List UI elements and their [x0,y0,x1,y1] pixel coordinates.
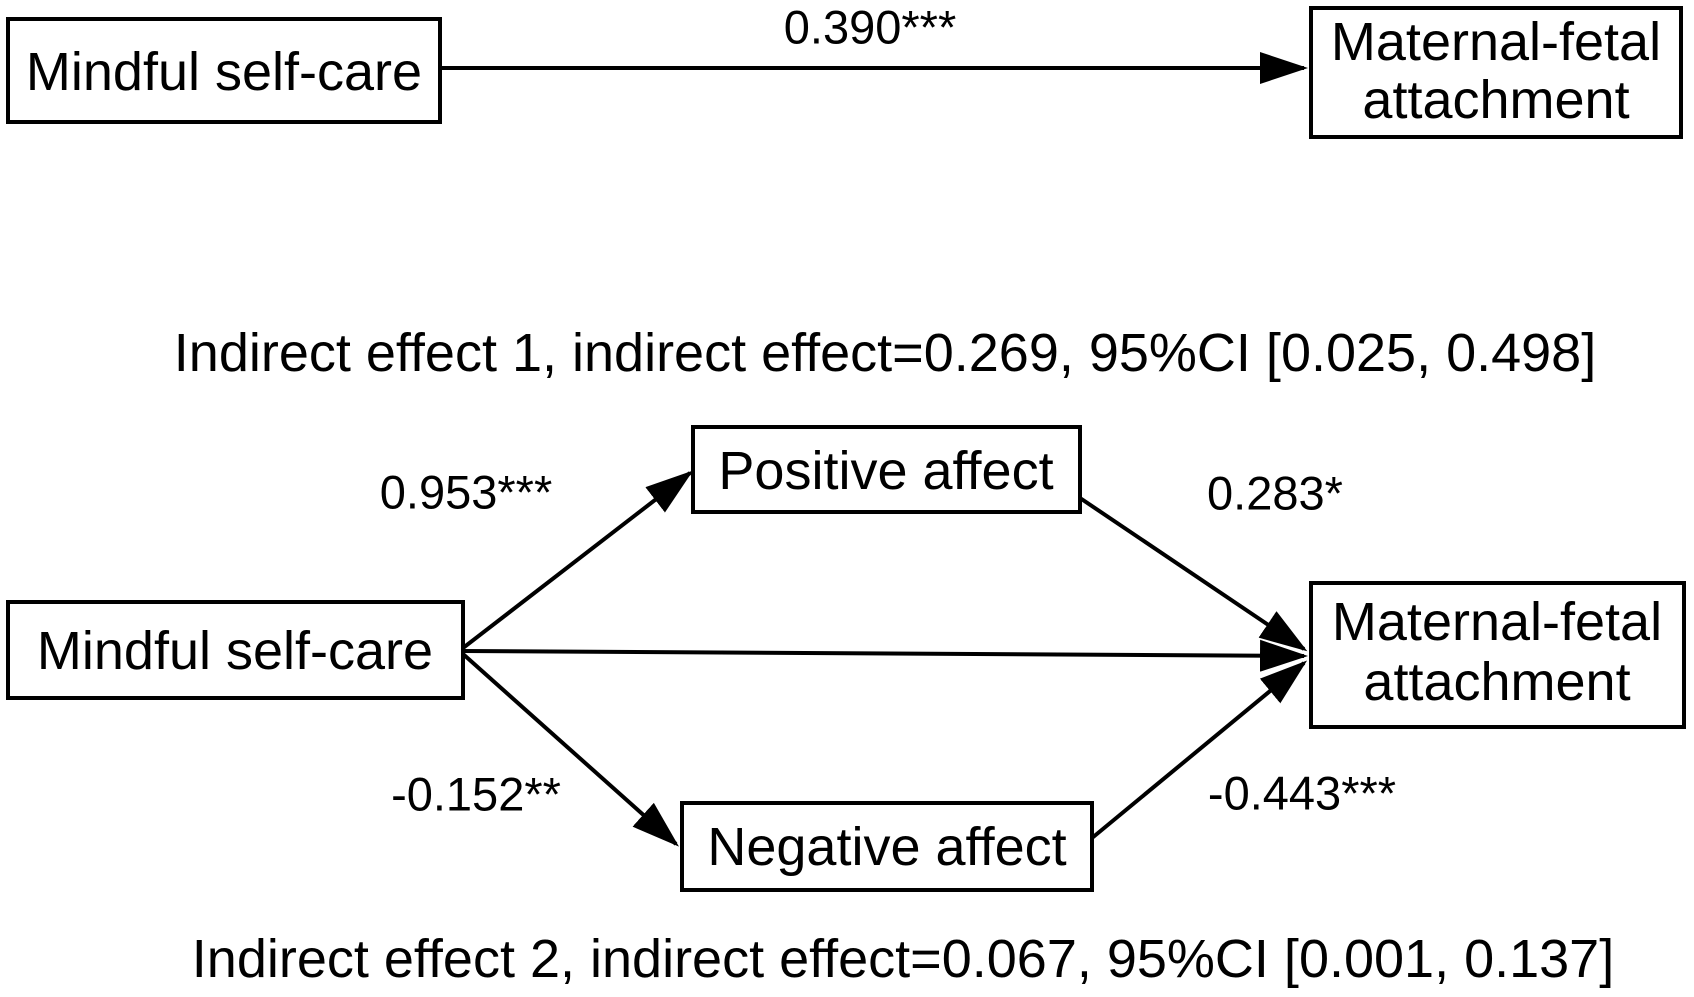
coefficient-positive-to-outcome: 0.283* [1207,467,1343,520]
negative-affect-label: Negative affect [707,817,1066,877]
arrow-positive-affect-to-outcome [1078,496,1308,652]
positive-affect-box [691,425,1082,514]
coefficient-predictor-to-positive: 0.953*** [380,466,553,519]
arrow-negative-affect-to-outcome [1090,660,1308,840]
mediation-outcome-label-line2: attachment [1363,652,1630,712]
top-outcome-label-line1: Maternal-fetal [1331,12,1661,72]
coefficient-predictor-to-negative: -0.152** [391,768,561,821]
positive-affect-label: Positive affect [718,441,1053,501]
top-direct-path-coefficient: 0.390*** [784,1,957,54]
coefficient-negative-to-outcome: -0.443*** [1208,767,1396,820]
indirect-effect-2-caption: Indirect effect 2, indirect effect=0.067… [192,929,1614,989]
mediation-outcome-box [1309,581,1686,729]
top-predictor-box [6,17,442,124]
indirect-effect-1-caption: Indirect effect 1, indirect effect=0.269… [174,323,1596,383]
arrow-predictor-to-outcome-direct [462,639,1308,672]
top-predictor-label: Mindful self-care [26,42,422,102]
negative-affect-box [680,801,1094,892]
arrow-predictor-to-negative-affect [461,652,679,847]
mediation-predictor-box [6,600,465,700]
top-outcome-box [1309,6,1683,139]
mediation-predictor-label: Mindful self-care [37,621,433,681]
top-outcome-label-line2: attachment [1362,70,1629,130]
mediation-outcome-label-line1: Maternal-fetal [1332,592,1662,652]
arrow-predictor-to-positive-affect [461,470,694,650]
